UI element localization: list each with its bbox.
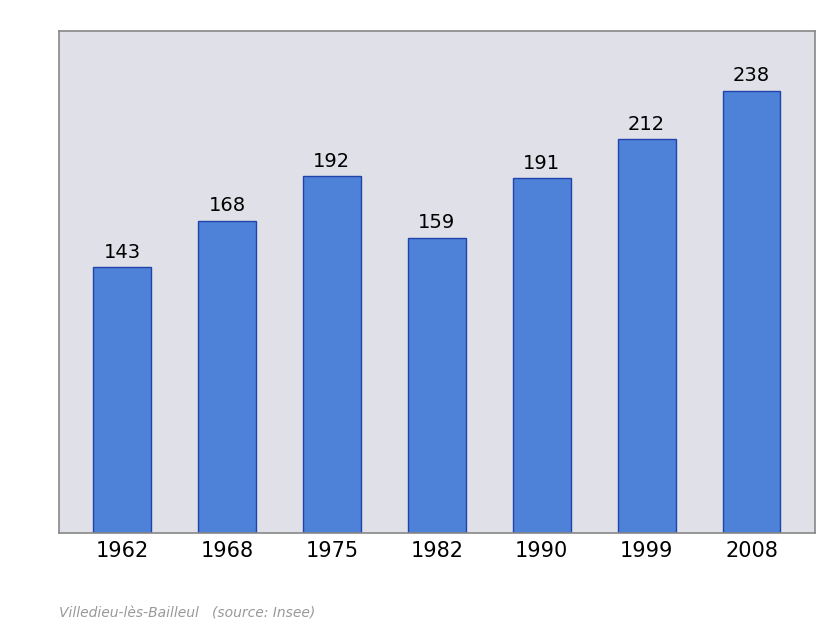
Bar (408, 238, 465, 533)
Text: 212: 212 (628, 115, 665, 134)
Bar (198, 221, 256, 533)
Text: 159: 159 (418, 213, 455, 232)
Text: 143: 143 (103, 243, 140, 261)
Text: Villedieu-lès-Bailleul   (source: Insee): Villedieu-lès-Bailleul (source: Insee) (59, 607, 315, 621)
Text: 238: 238 (733, 66, 770, 85)
Text: 168: 168 (208, 196, 245, 215)
Bar (617, 139, 675, 533)
Bar (93, 267, 151, 533)
Bar (722, 91, 780, 533)
Text: 192: 192 (313, 152, 350, 171)
Bar (303, 176, 360, 533)
Bar (513, 178, 570, 533)
Text: 191: 191 (523, 154, 560, 172)
